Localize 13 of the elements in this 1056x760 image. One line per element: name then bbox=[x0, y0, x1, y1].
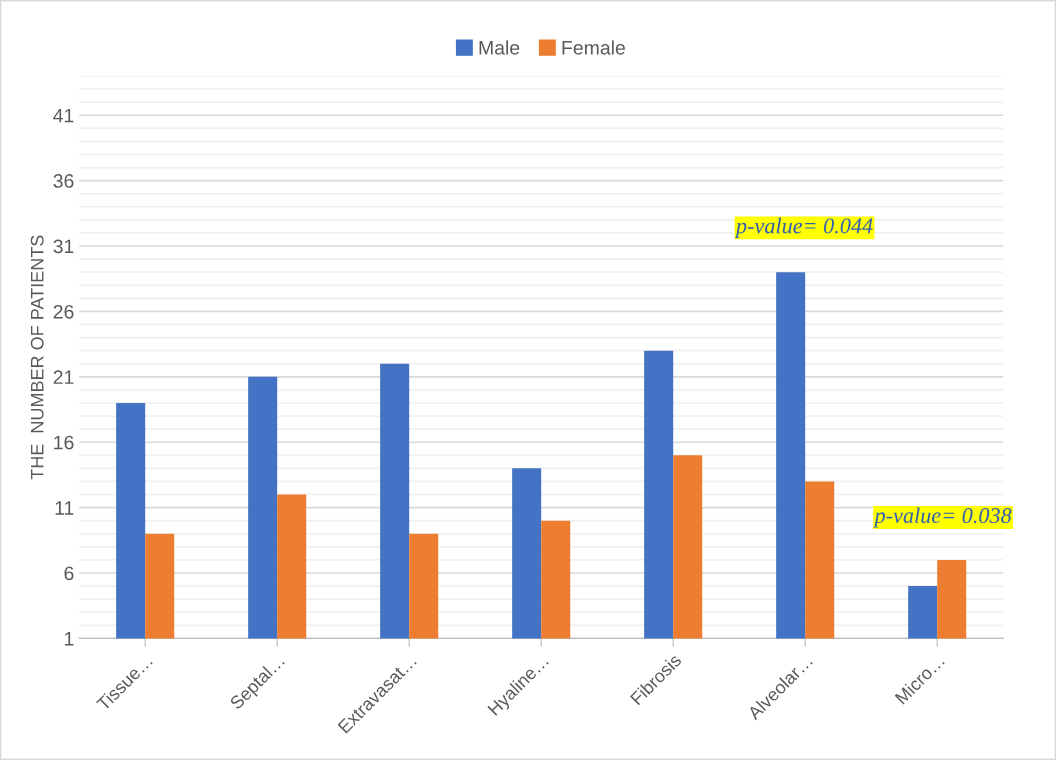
y-tick-label: 21 bbox=[53, 370, 74, 384]
y-tick-label: 36 bbox=[53, 174, 74, 188]
legend-label: Female bbox=[562, 40, 625, 55]
y-tick-label: 31 bbox=[53, 239, 74, 254]
y-tick-label: 6 bbox=[64, 566, 74, 581]
y-tick-label: 41 bbox=[53, 108, 74, 123]
y-tick-label: 16 bbox=[54, 435, 74, 450]
y-tick-label: 1 bbox=[65, 632, 74, 646]
y-tick-label: 11 bbox=[55, 501, 74, 515]
annotation: p-value= 0.038 bbox=[873, 507, 1012, 528]
y-axis-title: THE NUMBER OF PATIENTS bbox=[30, 235, 44, 480]
y-tick-label: 26 bbox=[53, 304, 74, 319]
legend-label: Male bbox=[479, 40, 520, 55]
